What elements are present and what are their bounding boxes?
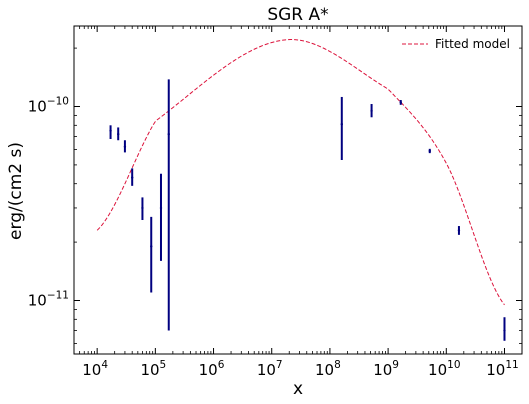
data-point — [150, 245, 153, 248]
data-point — [141, 206, 144, 210]
data-point — [503, 329, 506, 332]
y-tick-label: 10−10 — [28, 96, 69, 116]
x-tick-label: 104 — [82, 359, 108, 379]
x-tick-label: 1011 — [486, 359, 518, 379]
data-point — [117, 132, 120, 136]
x-tick-label: 106 — [199, 359, 225, 379]
x-tick-label: 105 — [140, 359, 166, 379]
x-tick-label: 109 — [373, 359, 399, 379]
data-point — [457, 229, 461, 232]
data-point — [123, 145, 127, 148]
legend: Fitted model — [402, 37, 510, 51]
data-point — [428, 149, 431, 153]
x-tick-label: 107 — [257, 359, 283, 379]
data-point — [167, 132, 170, 136]
data-point — [159, 206, 163, 210]
data-point — [370, 109, 373, 113]
y-axis-label: erg/(cm2 s) — [6, 142, 26, 240]
data-point — [109, 129, 112, 132]
plot-content — [96, 39, 506, 341]
fitted-model-curve — [96, 39, 505, 306]
data-point — [340, 123, 343, 126]
y-axis: 10−11 10−10 — [28, 47, 522, 344]
data-point — [130, 176, 134, 179]
x-axis: 104 105 106 107 108 109 1010 1011 — [73, 26, 523, 379]
legend-label-fitted-model: Fitted model — [435, 37, 510, 51]
plot-frame — [73, 25, 523, 355]
chart-title: SGR A* — [267, 5, 328, 25]
y-tick-label: 10−11 — [28, 290, 69, 310]
data-point — [399, 101, 402, 104]
x-tick-label: 1010 — [428, 359, 460, 379]
x-tick-label: 108 — [315, 359, 341, 379]
x-axis-label: x — [293, 379, 303, 399]
